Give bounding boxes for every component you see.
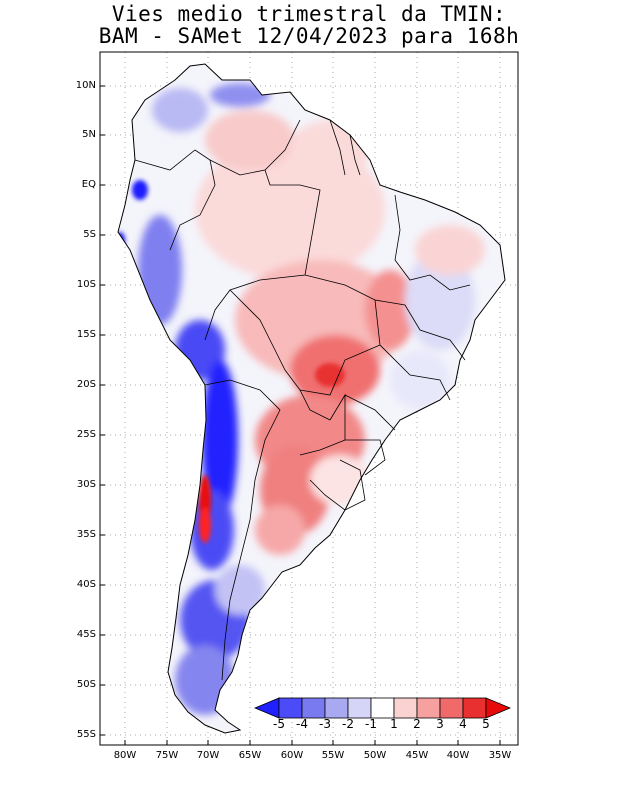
colorbar: -5 -4 -3 -2 -1 1 2 3 4 5 bbox=[253, 697, 512, 731]
colorbar-arrow-left bbox=[253, 697, 280, 719]
colorbar-swatch bbox=[462, 697, 487, 719]
colorbar-label: -4 bbox=[296, 717, 308, 731]
colorbar-label: 1 bbox=[390, 717, 398, 731]
lat-label: 20S bbox=[76, 379, 96, 390]
colorbar-swatch bbox=[393, 697, 418, 719]
colorbar-label: -1 bbox=[365, 717, 377, 731]
colorbar-swatch bbox=[324, 697, 349, 719]
lat-label: 50S bbox=[76, 679, 96, 690]
lon-label: 35W bbox=[488, 750, 512, 761]
colorbar-label: 2 bbox=[413, 717, 421, 731]
lon-label: 50W bbox=[363, 750, 387, 761]
colorbar-label: 4 bbox=[459, 717, 467, 731]
map-title-line1: Vies medio trimestral da TMIN: bbox=[111, 2, 507, 26]
country-borders bbox=[134, 119, 471, 681]
lat-label: EQ bbox=[81, 179, 96, 190]
bias-field bbox=[118, 64, 505, 733]
lat-label: 35S bbox=[76, 529, 96, 540]
lat-label: 10S bbox=[76, 279, 96, 290]
colorbar-swatch bbox=[347, 697, 372, 719]
colorbar-label: -3 bbox=[319, 717, 331, 731]
lon-label: 75W bbox=[155, 750, 179, 761]
axis-ticks bbox=[100, 85, 501, 745]
lat-label: 5S bbox=[83, 229, 96, 240]
colorbar-label: -2 bbox=[342, 717, 354, 731]
colorbar-swatch bbox=[278, 697, 303, 719]
lat-label: 30S bbox=[76, 479, 96, 490]
colorbar-swatch bbox=[301, 697, 326, 719]
colorbar-swatch bbox=[370, 697, 395, 719]
colorbar-label: 5 bbox=[482, 717, 490, 731]
lon-label: 65W bbox=[238, 750, 262, 761]
lon-label: 70W bbox=[196, 750, 220, 761]
lon-label: 45W bbox=[405, 750, 429, 761]
map-title-line2: BAM - SAMet 12/04/2023 para 168h bbox=[98, 24, 520, 48]
colorbar-label: 3 bbox=[436, 717, 444, 731]
lat-label: 5N bbox=[82, 129, 96, 140]
lat-label: 10N bbox=[75, 80, 96, 91]
lon-label: 55W bbox=[321, 750, 345, 761]
map-frame bbox=[99, 51, 519, 746]
lon-label: 40W bbox=[446, 750, 470, 761]
lon-label: 80W bbox=[113, 750, 137, 761]
lat-label: 45S bbox=[76, 629, 96, 640]
lon-label: 60W bbox=[280, 750, 304, 761]
lat-label: 25S bbox=[76, 429, 96, 440]
colorbar-swatch bbox=[439, 697, 464, 719]
colorbar-arrow-right bbox=[485, 697, 512, 719]
colorbar-swatch bbox=[416, 697, 441, 719]
lat-label: 15S bbox=[76, 329, 96, 340]
colorbar-label: -5 bbox=[273, 717, 285, 731]
lat-label: 40S bbox=[76, 579, 96, 590]
lat-label: 55S bbox=[76, 729, 96, 740]
